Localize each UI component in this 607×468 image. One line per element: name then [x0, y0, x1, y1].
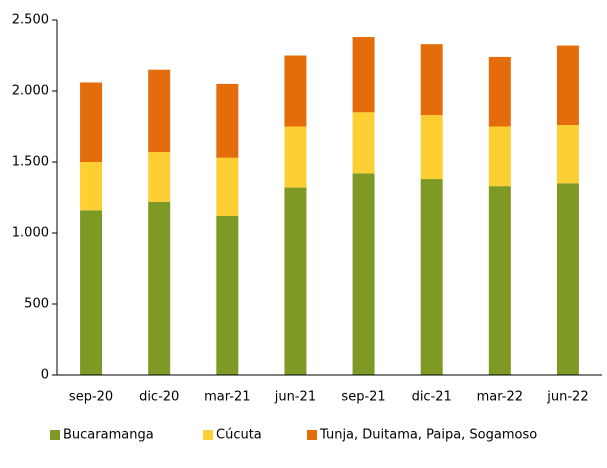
bar-segment — [284, 126, 307, 188]
bar-segment — [488, 126, 511, 187]
bar-segment — [148, 69, 171, 153]
x-tick-label: sep-21 — [341, 390, 385, 405]
bar-segment — [80, 210, 103, 375]
bar-segment — [80, 82, 103, 162]
legend-label: Cúcuta — [216, 428, 262, 443]
bar-segment — [420, 115, 443, 180]
bar-segment — [420, 179, 443, 375]
legend-label: Tunja, Duitama, Paipa, Sogamoso — [319, 428, 537, 443]
bar-segment — [80, 162, 103, 211]
bar-segment — [284, 55, 307, 127]
x-tick-label: jun-22 — [546, 390, 588, 405]
legend-label: Bucaramanga — [63, 428, 154, 443]
x-tick-label: sep-20 — [69, 390, 113, 405]
y-tick-label: 2.000 — [12, 84, 49, 99]
bar-segment — [148, 152, 171, 202]
bar-segment — [352, 37, 375, 113]
bar-segment — [216, 157, 239, 216]
bar-segment — [556, 125, 579, 184]
y-tick-label: 1.000 — [12, 226, 49, 241]
bar-segment — [352, 173, 375, 375]
bar-segment — [216, 215, 239, 375]
legend-swatch — [50, 430, 60, 440]
y-tick-label: 0 — [41, 368, 49, 383]
x-tick-label: mar-22 — [477, 390, 523, 405]
bar-segment — [488, 186, 511, 375]
bar-segment — [216, 83, 239, 158]
bar-segment — [352, 112, 375, 174]
bar-segment — [148, 201, 171, 375]
x-tick-label: dic-21 — [412, 390, 452, 405]
bar-segment — [556, 183, 579, 375]
legend-swatch — [203, 430, 213, 440]
x-tick-label: mar-21 — [204, 390, 250, 405]
bar-segment — [420, 44, 443, 116]
y-tick-label: 2.500 — [12, 13, 49, 28]
x-tick-label: jun-21 — [274, 390, 316, 405]
bar-segment — [284, 187, 307, 375]
x-tick-label: dic-20 — [139, 390, 179, 405]
bar-segment — [488, 56, 511, 127]
bar-segment — [556, 45, 579, 126]
y-tick-label: 1.500 — [12, 155, 49, 170]
legend-swatch — [307, 430, 317, 440]
y-tick-label: 500 — [24, 297, 49, 312]
